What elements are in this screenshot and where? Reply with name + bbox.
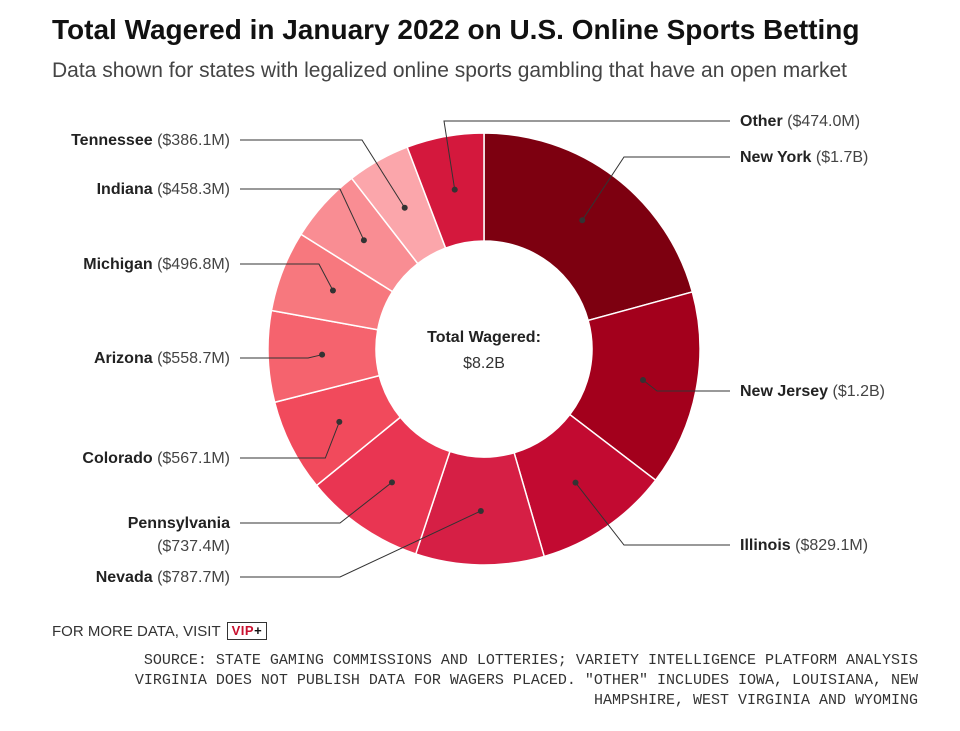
vip-badge-plus: + bbox=[254, 623, 263, 638]
slice-label: Tennessee ($386.1M) bbox=[71, 132, 230, 149]
slice-label-name: Other bbox=[740, 113, 783, 130]
leader-line bbox=[575, 482, 730, 546]
slice-label: Arizona ($558.7M) bbox=[94, 350, 230, 367]
slice-label: Michigan ($496.8M) bbox=[83, 256, 230, 273]
leader-line bbox=[642, 379, 730, 392]
slice-label: New York ($1.7B) bbox=[740, 149, 868, 166]
slice-label-name: Indiana bbox=[97, 181, 153, 198]
slice-label: Nevada ($787.7M) bbox=[96, 569, 230, 586]
slice-group bbox=[267, 132, 701, 566]
slice-label-amount: ($787.7M) bbox=[153, 569, 230, 586]
slice-label-name: Colorado bbox=[82, 450, 152, 467]
slice-label-name: New Jersey bbox=[740, 383, 828, 400]
more-data-line: FOR MORE DATA, VISIT VIP+ bbox=[52, 622, 268, 640]
slice-label-name: Illinois bbox=[740, 537, 791, 554]
slice-label-name: Arizona bbox=[94, 350, 153, 367]
source-line: VIRGINIA DOES NOT PUBLISH DATA FOR WAGER… bbox=[134, 672, 918, 689]
center-value: $8.2B bbox=[463, 355, 505, 372]
source-line: HAMPSHIRE, WEST VIRGINIA AND WYOMING bbox=[593, 692, 918, 709]
slice-new-york[interactable] bbox=[483, 132, 694, 322]
vip-plus-link[interactable]: VIP+ bbox=[226, 622, 268, 640]
slice-label-amount: ($737.4M) bbox=[157, 538, 230, 555]
source-line: SOURCE: STATE GAMING COMMISSIONS AND LOT… bbox=[143, 652, 918, 669]
slice-label-name: Michigan bbox=[83, 256, 152, 273]
more-data-text: FOR MORE DATA, VISIT bbox=[52, 622, 221, 640]
slice-label-amount: ($558.7M) bbox=[153, 350, 230, 367]
slice-label: Other ($474.0M) bbox=[740, 113, 860, 130]
leader-line-group bbox=[240, 120, 730, 578]
leader-line bbox=[443, 120, 730, 190]
leader-line bbox=[581, 156, 730, 221]
leader-line bbox=[240, 139, 406, 208]
slice-label: Illinois ($829.1M) bbox=[740, 537, 868, 554]
donut-chart: New York ($1.7B) New Jersey ($1.2B) Illino… bbox=[71, 113, 885, 586]
source-note: SOURCE: STATE GAMING COMMISSIONS AND LOT… bbox=[38, 651, 918, 711]
chart-title: Total Wagered in January 2022 on U.S. On… bbox=[52, 14, 860, 45]
slice-label-amount: ($496.8M) bbox=[153, 256, 230, 273]
chart-subtitle: Data shown for states with legalized onl… bbox=[52, 59, 847, 82]
slice-label-amount: ($1.7B) bbox=[811, 149, 868, 166]
slice-label: New Jersey ($1.2B) bbox=[740, 383, 885, 400]
slice-label-name: Pennsylvania bbox=[128, 515, 230, 532]
leader-line bbox=[240, 481, 393, 524]
slice-label: Pennsylvania ($737.4M) bbox=[128, 515, 230, 555]
slice-label-amount: ($567.1M) bbox=[153, 450, 230, 467]
slice-label-amount: ($386.1M) bbox=[153, 132, 230, 149]
vip-badge-text: VIP bbox=[231, 623, 255, 638]
leader-line bbox=[240, 421, 340, 459]
leader-dot bbox=[477, 507, 484, 514]
slice-other[interactable] bbox=[406, 132, 485, 250]
slice-label-amount: ($474.0M) bbox=[783, 113, 860, 130]
slice-label-name: New York bbox=[740, 149, 812, 166]
leader-line bbox=[240, 188, 365, 241]
slice-label-name: Tennessee bbox=[71, 132, 153, 149]
slice-label-amount: ($1.2B) bbox=[828, 383, 885, 400]
slice-label-amount: ($829.1M) bbox=[791, 537, 868, 554]
slice-label-name: Nevada bbox=[96, 569, 153, 586]
label-group: New York ($1.7B) New Jersey ($1.2B) Illino… bbox=[71, 113, 885, 586]
center-label: Total Wagered: bbox=[427, 329, 541, 346]
leader-line bbox=[240, 354, 323, 359]
slice-label: Colorado ($567.1M) bbox=[82, 450, 230, 467]
slice-label: Indiana ($458.3M) bbox=[97, 181, 230, 198]
leader-line bbox=[240, 263, 334, 291]
slice-label-amount: ($458.3M) bbox=[153, 181, 230, 198]
slice-new-jersey[interactable] bbox=[568, 291, 701, 482]
leader-line bbox=[240, 510, 482, 578]
